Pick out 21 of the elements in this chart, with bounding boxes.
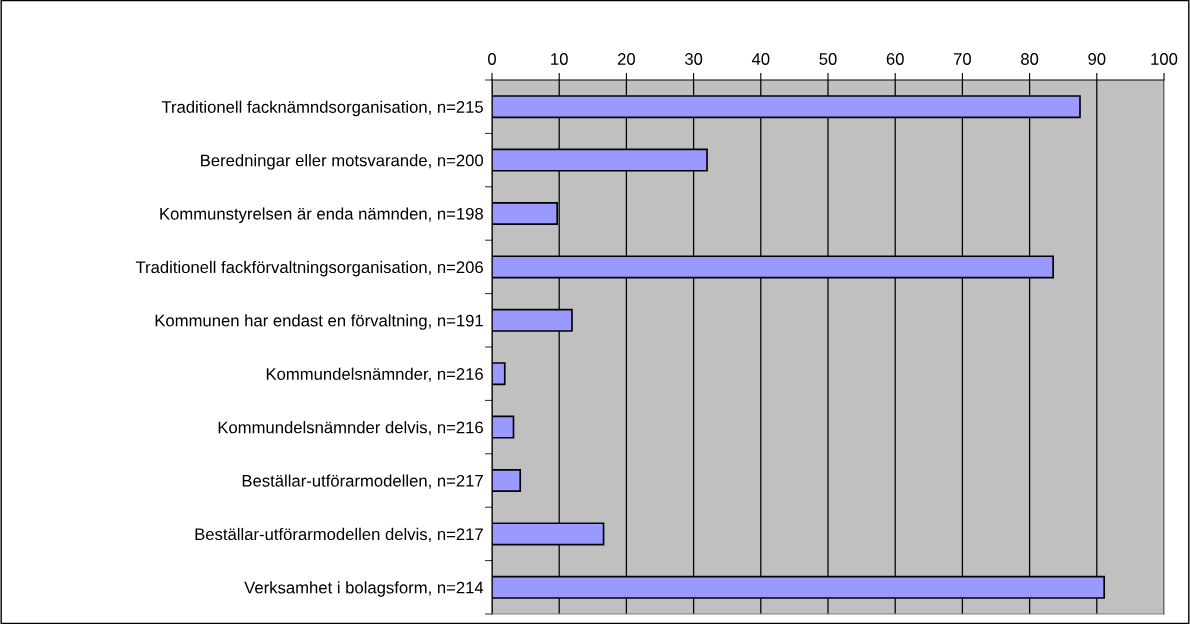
y-tick-label: Beställar-utförarmodellen delvis, n=217 (195, 527, 483, 543)
y-tick-label: Traditionell fackförvaltningsorganisation, n=206 (135, 260, 483, 277)
x-tick-label: 80 (1021, 53, 1039, 65)
x-tick-label: 50 (819, 53, 837, 65)
x-tick-label: 70 (953, 53, 972, 65)
x-tick-label: 100 (1151, 53, 1178, 65)
x-tick-label: 90 (1088, 53, 1106, 65)
x-tick-label: 60 (886, 53, 904, 65)
y-tick-label: Verksamhet i bolagsform, n=214 (244, 581, 484, 597)
y-tick-label: Beredningar eller motsvarande, n=200 (201, 154, 484, 170)
y-tick-label: Traditionell facknämndsorganisation, n=215 (161, 100, 483, 117)
y-tick-label: Kommunen har endast en förvaltning, n=191 (155, 314, 483, 330)
x-tick-label: 40 (751, 53, 770, 65)
y-tick-label: Kommundelsnämnder, n=216 (266, 367, 483, 382)
y-tick-label: Kommundelsnämnder delvis, n=216 (218, 421, 483, 436)
x-tick-label: 30 (684, 53, 703, 65)
y-tick-label: Beställar-utförarmodellen, n=217 (242, 474, 483, 489)
y-tick-label: Kommunstyrelsen är enda nämnden, n=198 (160, 207, 483, 223)
x-tick-label: 0 (488, 53, 496, 65)
x-tick-label: 20 (617, 53, 636, 65)
x-tick-label: 10 (551, 53, 568, 65)
